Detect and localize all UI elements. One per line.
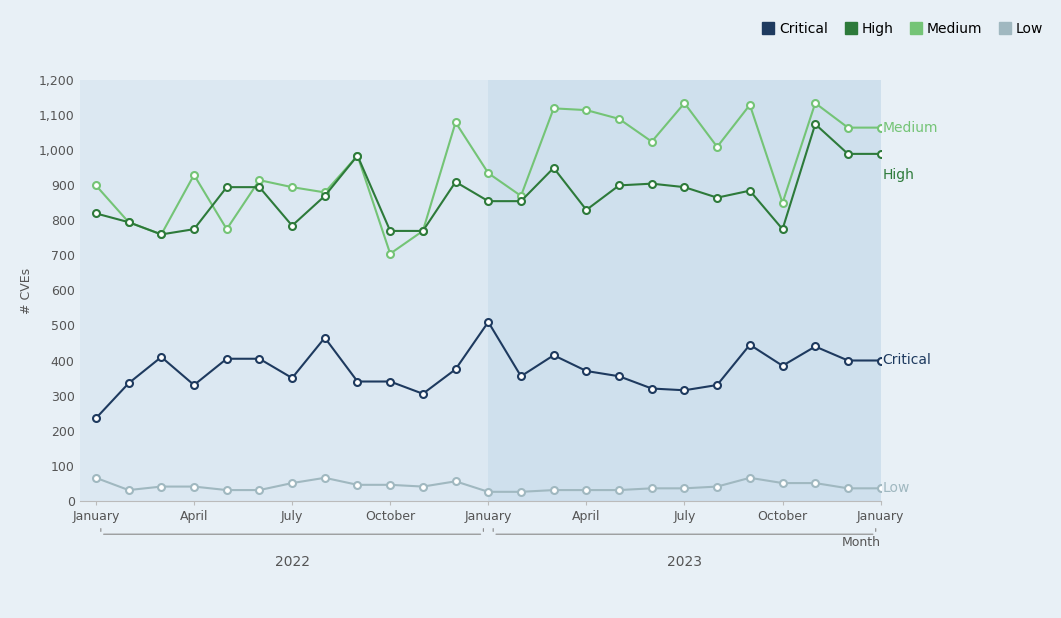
Bar	[488, 80, 881, 501]
Bar	[881, 80, 914, 501]
Text: 2022: 2022	[275, 555, 310, 569]
Legend: Critical, High, Medium, Low: Critical, High, Medium, Low	[758, 16, 1048, 41]
Text: Medium: Medium	[883, 121, 938, 135]
Text: High: High	[883, 168, 915, 182]
Text: Critical: Critical	[883, 353, 932, 368]
Text: Month: Month	[841, 536, 881, 549]
Text: 2023: 2023	[667, 555, 702, 569]
Y-axis label: # CVEs: # CVEs	[20, 268, 33, 313]
Text: Low: Low	[883, 481, 909, 495]
Bar	[80, 80, 488, 501]
